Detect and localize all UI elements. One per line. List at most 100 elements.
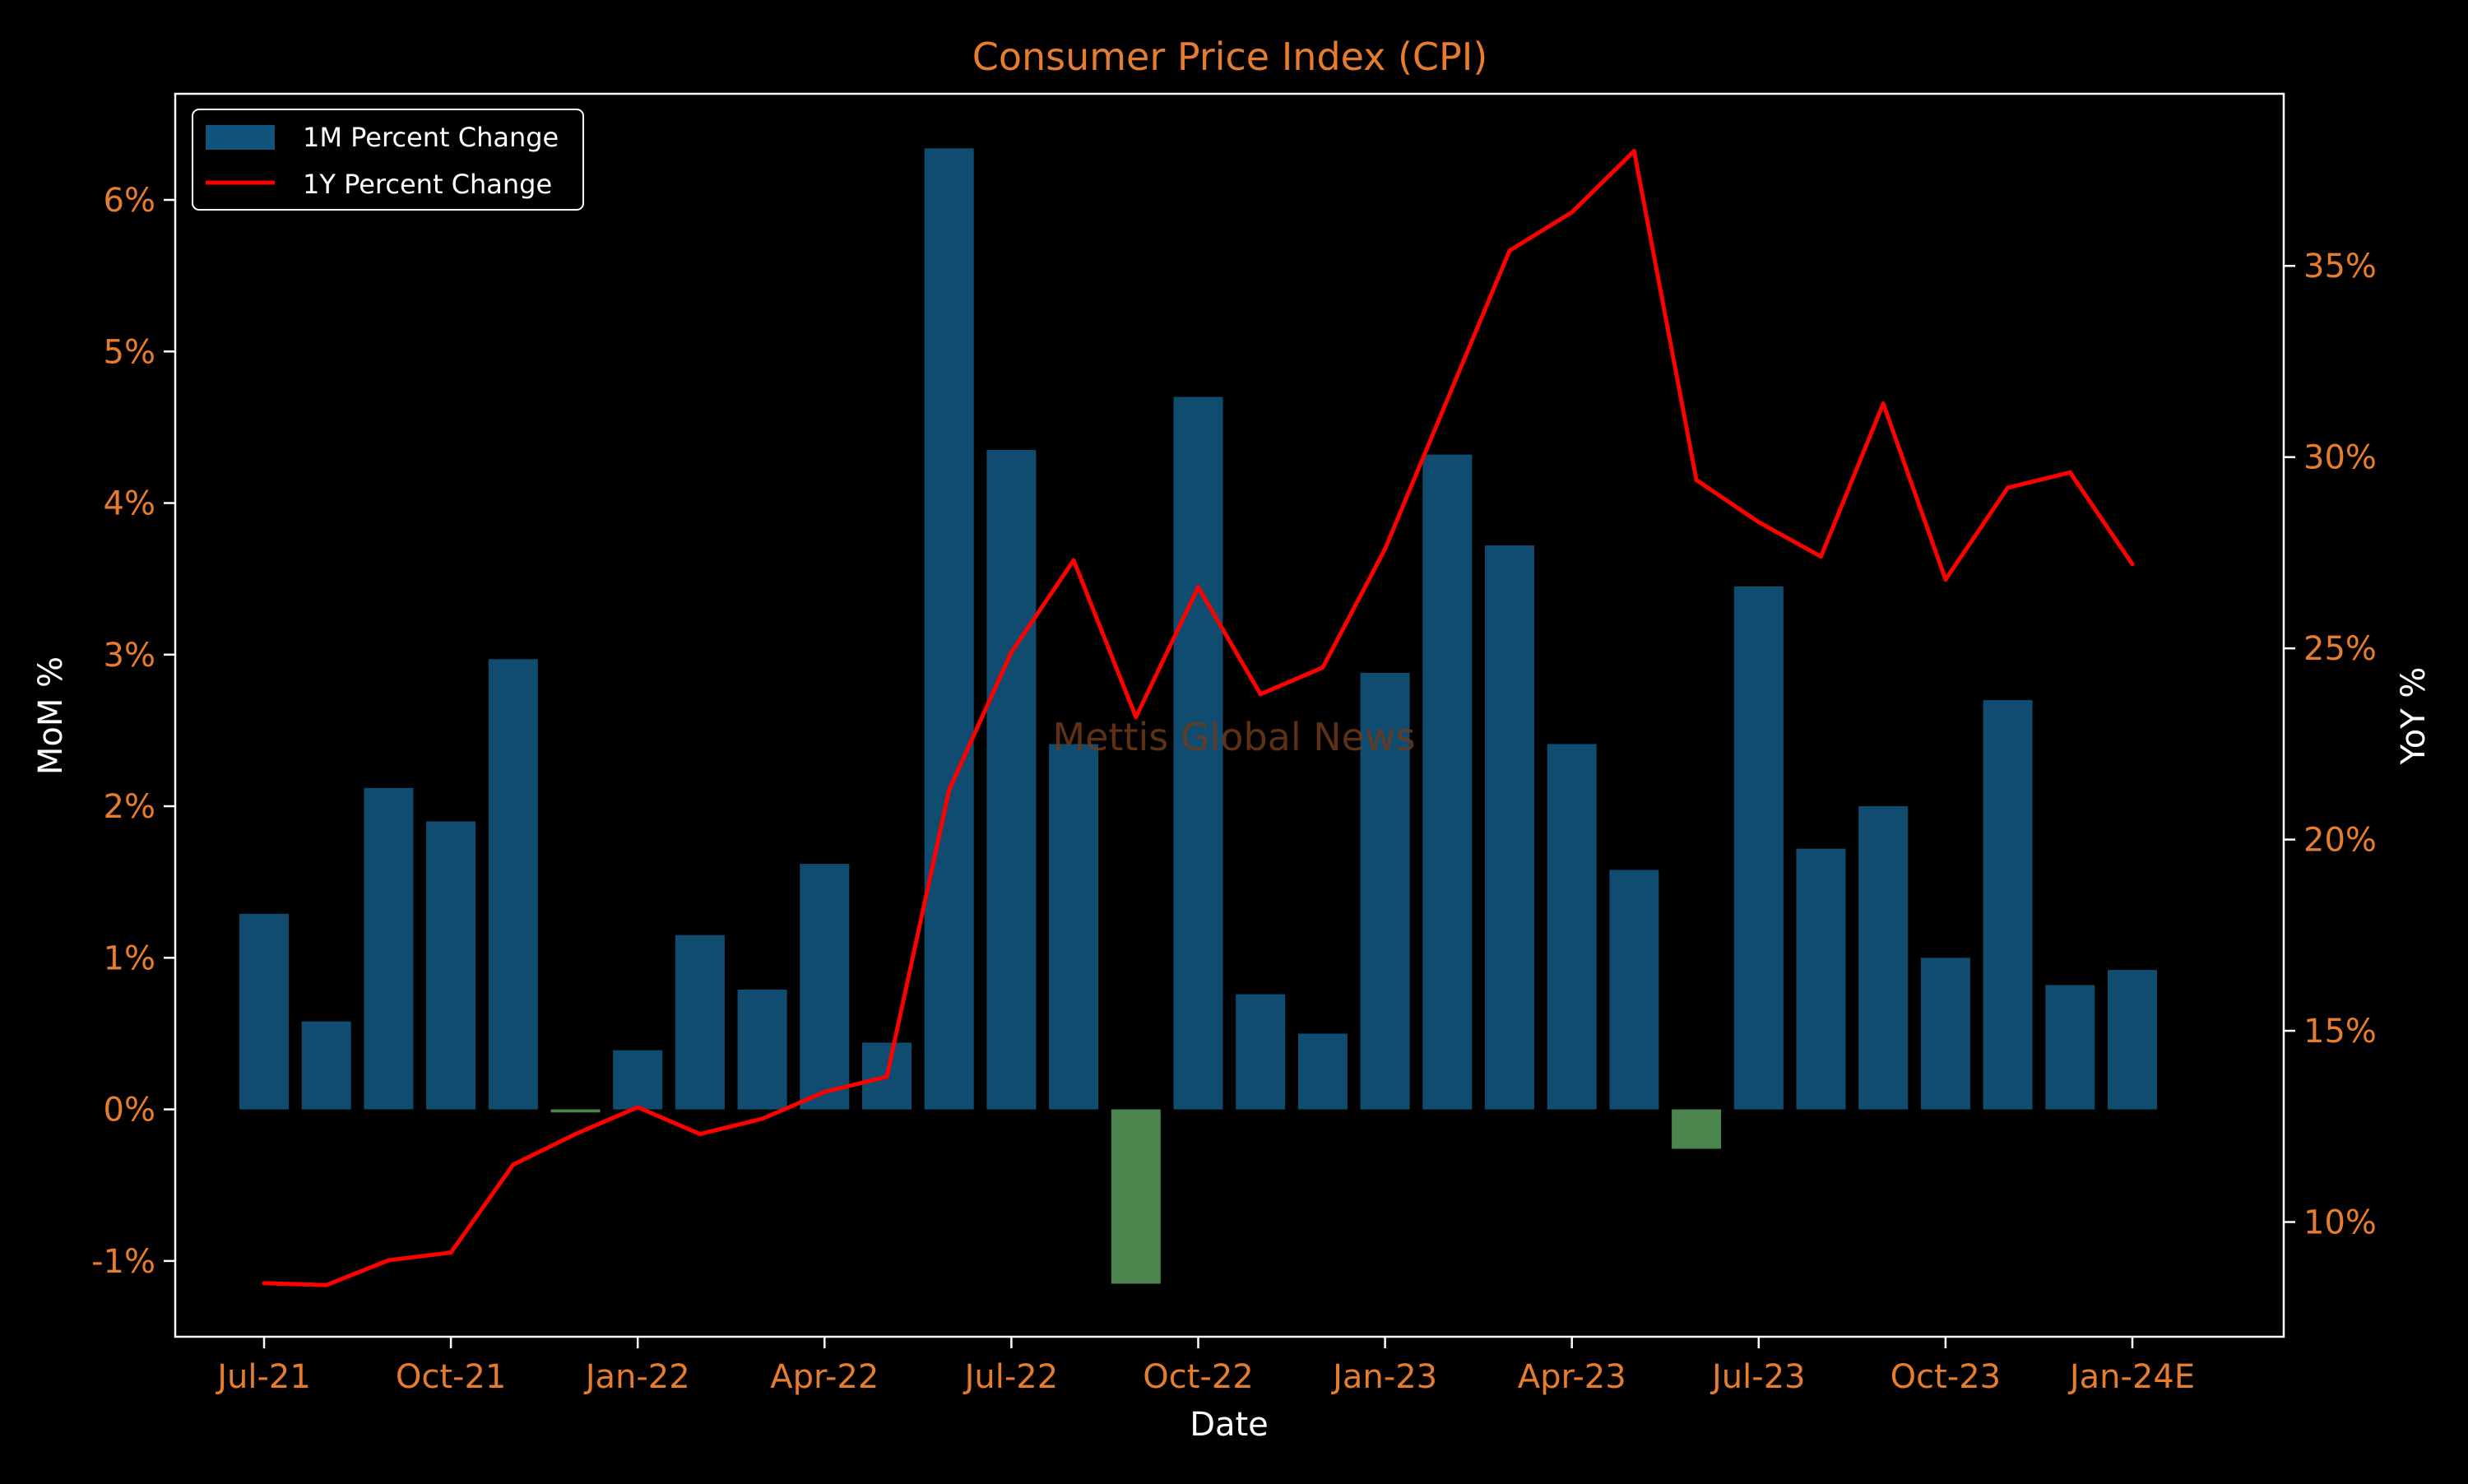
bar-2021-08 bbox=[301, 1021, 351, 1110]
bar-2023-05 bbox=[1609, 870, 1659, 1110]
bar-2022-08 bbox=[1049, 744, 1099, 1110]
bar-2021-07 bbox=[239, 913, 289, 1110]
yoy-point-2022-11 bbox=[1258, 692, 1263, 697]
x-axis: Jul-21 Oct-21 Jan-22 Apr-22 Jul-22 Oct-22 Jan-… bbox=[215, 1337, 2195, 1396]
yoy-point-2024-01 bbox=[2130, 562, 2135, 567]
bar-2021-12 bbox=[550, 1109, 601, 1113]
bar-2023-07 bbox=[1733, 586, 1784, 1110]
yoy-point-2021-07 bbox=[262, 1281, 267, 1286]
bar-2023-01 bbox=[1360, 672, 1410, 1110]
left-tick-label: 5% bbox=[104, 333, 155, 371]
yoy-point-2023-08 bbox=[1819, 554, 1823, 559]
x-tick-label: Oct-21 bbox=[396, 1358, 507, 1396]
x-tick-label: Oct-22 bbox=[1143, 1358, 1254, 1396]
right-tick-label: 30% bbox=[2303, 439, 2377, 477]
yoy-point-2022-02 bbox=[698, 1132, 703, 1137]
left-tick-label: 0% bbox=[104, 1092, 155, 1129]
yoy-point-2022-04 bbox=[822, 1089, 827, 1094]
left-tick-label: 2% bbox=[104, 788, 155, 826]
legend-label-bar: 1M Percent Change bbox=[303, 122, 559, 153]
bar-2023-06 bbox=[1672, 1109, 1722, 1149]
bar-2023-10 bbox=[1920, 958, 1970, 1110]
right-axis-label: YoY % bbox=[2395, 667, 2433, 766]
yoy-point-2022-12 bbox=[1320, 665, 1325, 670]
bar-2023-04 bbox=[1547, 744, 1597, 1110]
x-tick-label: Jul-22 bbox=[963, 1358, 1059, 1396]
legend: 1M Percent Change 1Y Percent Change bbox=[192, 109, 584, 211]
x-tick-label: Apr-23 bbox=[1518, 1358, 1626, 1396]
bar-2023-03 bbox=[1485, 545, 1534, 1110]
right-tick-label: 25% bbox=[2303, 630, 2377, 668]
x-tick-label: Jan-23 bbox=[1330, 1358, 1437, 1396]
yoy-point-2023-10 bbox=[1943, 577, 1948, 582]
bar-2022-12 bbox=[1297, 1033, 1348, 1110]
yoy-point-2022-08 bbox=[1071, 558, 1076, 563]
yoy-point-2022-09 bbox=[1134, 715, 1139, 720]
yoy-point-2023-01 bbox=[1383, 546, 1388, 551]
right-tick-label: 35% bbox=[2303, 248, 2377, 285]
legend-swatch-bar bbox=[206, 125, 275, 150]
bar-2022-04 bbox=[800, 864, 850, 1110]
yoy-point-2023-04 bbox=[1570, 210, 1575, 215]
yoy-point-2023-06 bbox=[1694, 478, 1699, 483]
right-tick-label: 15% bbox=[2303, 1013, 2377, 1050]
bar-2021-10 bbox=[426, 821, 476, 1110]
bar-2022-06 bbox=[924, 148, 974, 1110]
x-tick-label: Jul-21 bbox=[215, 1358, 311, 1396]
left-tick-label: 4% bbox=[104, 485, 155, 523]
right-tick-label: 20% bbox=[2303, 822, 2377, 860]
right-axis: 10% 15% 20% 25% 30% 35% bbox=[2284, 248, 2377, 1242]
left-axis: -1% 0% 1% 2% 3% 4% 5% 6% bbox=[91, 182, 175, 1281]
yoy-point-2023-11 bbox=[2006, 485, 2011, 490]
watermark: Mettis Global News bbox=[1052, 715, 1415, 759]
x-tick-label: Apr-22 bbox=[770, 1358, 879, 1396]
yoy-point-2022-06 bbox=[947, 787, 952, 792]
yoy-point-2023-03 bbox=[1507, 248, 1512, 253]
x-tick-label: Jan-22 bbox=[583, 1358, 690, 1396]
bar-2022-10 bbox=[1173, 397, 1223, 1110]
bar-2023-09 bbox=[1858, 806, 1909, 1110]
yoy-point-2022-05 bbox=[884, 1074, 889, 1079]
x-axis-label: Date bbox=[1190, 1406, 1269, 1444]
bar-2021-09 bbox=[364, 787, 414, 1110]
bar-2024-01 bbox=[2108, 970, 2157, 1110]
yoy-point-2023-09 bbox=[1881, 401, 1886, 406]
bar-2022-02 bbox=[675, 934, 725, 1110]
bar-2023-12 bbox=[2045, 985, 2095, 1110]
yoy-point-2021-10 bbox=[448, 1250, 453, 1255]
bar-2022-03 bbox=[737, 990, 787, 1110]
yoy-point-2023-07 bbox=[1756, 520, 1761, 525]
x-tick-label: Oct-23 bbox=[1890, 1358, 2002, 1396]
bar-2022-01 bbox=[613, 1050, 663, 1110]
x-tick-label: Jan-24E bbox=[2067, 1358, 2195, 1396]
yoy-point-2021-09 bbox=[386, 1258, 391, 1263]
plot-frame bbox=[174, 92, 2285, 1338]
right-tick-label: 10% bbox=[2303, 1204, 2377, 1242]
yoy-point-2021-11 bbox=[511, 1162, 516, 1167]
yoy-point-2023-02 bbox=[1445, 397, 1450, 402]
x-tick-label: Jul-23 bbox=[1710, 1358, 1806, 1396]
left-tick-label: 6% bbox=[104, 182, 155, 220]
yoy-point-2021-08 bbox=[324, 1282, 329, 1287]
left-tick-label: 1% bbox=[104, 939, 155, 977]
yoy-point-2021-12 bbox=[573, 1132, 578, 1137]
bars-layer bbox=[239, 148, 2157, 1284]
bar-2023-11 bbox=[1983, 700, 2033, 1110]
bar-2021-11 bbox=[488, 659, 538, 1110]
bar-2022-09 bbox=[1111, 1109, 1161, 1284]
yoy-point-2023-12 bbox=[2067, 470, 2072, 475]
yoy-point-2022-10 bbox=[1196, 585, 1200, 590]
line-layer bbox=[262, 149, 2135, 1287]
bar-2022-07 bbox=[986, 450, 1037, 1110]
yoy-point-2022-03 bbox=[760, 1116, 765, 1121]
legend-label-line: 1Y Percent Change bbox=[303, 169, 552, 200]
yoy-point-2022-07 bbox=[1009, 650, 1014, 655]
bar-2022-11 bbox=[1236, 994, 1286, 1110]
left-tick-label: -1% bbox=[91, 1243, 155, 1281]
yoy-point-2023-05 bbox=[1631, 149, 1636, 154]
bar-2023-02 bbox=[1422, 454, 1473, 1110]
left-axis-label: MoM % bbox=[32, 656, 70, 775]
